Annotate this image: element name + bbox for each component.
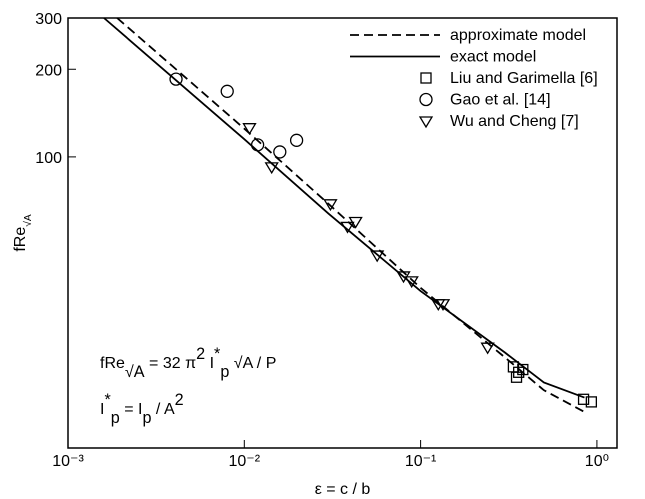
y-tick-label: 100 xyxy=(35,150,62,167)
marker xyxy=(169,72,183,86)
x-axis-label: ε = c / b xyxy=(315,481,371,498)
marker xyxy=(513,366,525,378)
x-tick-label: 10⁰ xyxy=(585,453,609,470)
x-tick-label: 10⁻¹ xyxy=(405,453,437,470)
text-piece: fRe xyxy=(12,227,29,252)
marker xyxy=(323,199,338,212)
text-piece: √A xyxy=(125,363,145,381)
legend-label: Wu and Cheng [7] xyxy=(450,113,579,130)
marker xyxy=(420,72,432,84)
annotation: I*p = Ip / A2 xyxy=(100,391,184,427)
marker xyxy=(577,393,590,405)
marker xyxy=(370,250,385,263)
y-tick-label: 200 xyxy=(35,62,62,79)
legend-label: approximate model xyxy=(450,27,586,44)
text-piece: 2 xyxy=(196,345,205,363)
marker xyxy=(585,396,598,408)
marker xyxy=(220,84,234,98)
marker xyxy=(517,363,529,376)
marker xyxy=(289,133,304,147)
series-line xyxy=(116,17,585,413)
text-piece: p xyxy=(220,363,229,381)
marker xyxy=(419,92,433,107)
series-line xyxy=(103,17,585,399)
marker xyxy=(340,221,355,234)
text-piece: I xyxy=(100,401,104,418)
marker xyxy=(404,276,419,289)
legend-label: exact model xyxy=(450,49,536,66)
marker xyxy=(250,138,265,152)
marker xyxy=(480,342,495,355)
marker xyxy=(273,145,287,159)
annotation: fRe√A = 32 π2 I*p √A / P xyxy=(100,345,276,381)
y-tick-label: 300 xyxy=(35,11,62,28)
legend-label: Gao et al. [14] xyxy=(450,92,551,109)
text-piece: / A xyxy=(151,401,174,418)
x-tick-label: 10⁻³ xyxy=(52,453,84,470)
x-tick-label: 10⁻² xyxy=(229,453,261,470)
text-piece: ε = c / b xyxy=(315,481,371,498)
plot-frame xyxy=(67,17,618,449)
text-piece: I xyxy=(205,355,214,372)
text-piece: p xyxy=(111,409,120,427)
text-piece: * xyxy=(214,345,221,363)
y-axis-label: fRe√A xyxy=(12,214,34,251)
text-piece: 2 xyxy=(175,391,184,409)
text-piece: √A xyxy=(22,214,34,227)
text-piece: fRe xyxy=(100,355,125,372)
marker xyxy=(242,123,257,135)
text-piece: p xyxy=(142,409,151,427)
marker xyxy=(264,162,279,175)
text-piece: √A / P xyxy=(229,355,276,372)
text-piece: = I xyxy=(120,401,143,418)
text-piece: = 32 π xyxy=(145,355,197,372)
text-piece: * xyxy=(104,391,111,409)
marker xyxy=(348,216,363,229)
legend-label: Liu and Garimella [6] xyxy=(450,70,598,87)
marker xyxy=(418,116,434,129)
marker xyxy=(435,299,451,312)
